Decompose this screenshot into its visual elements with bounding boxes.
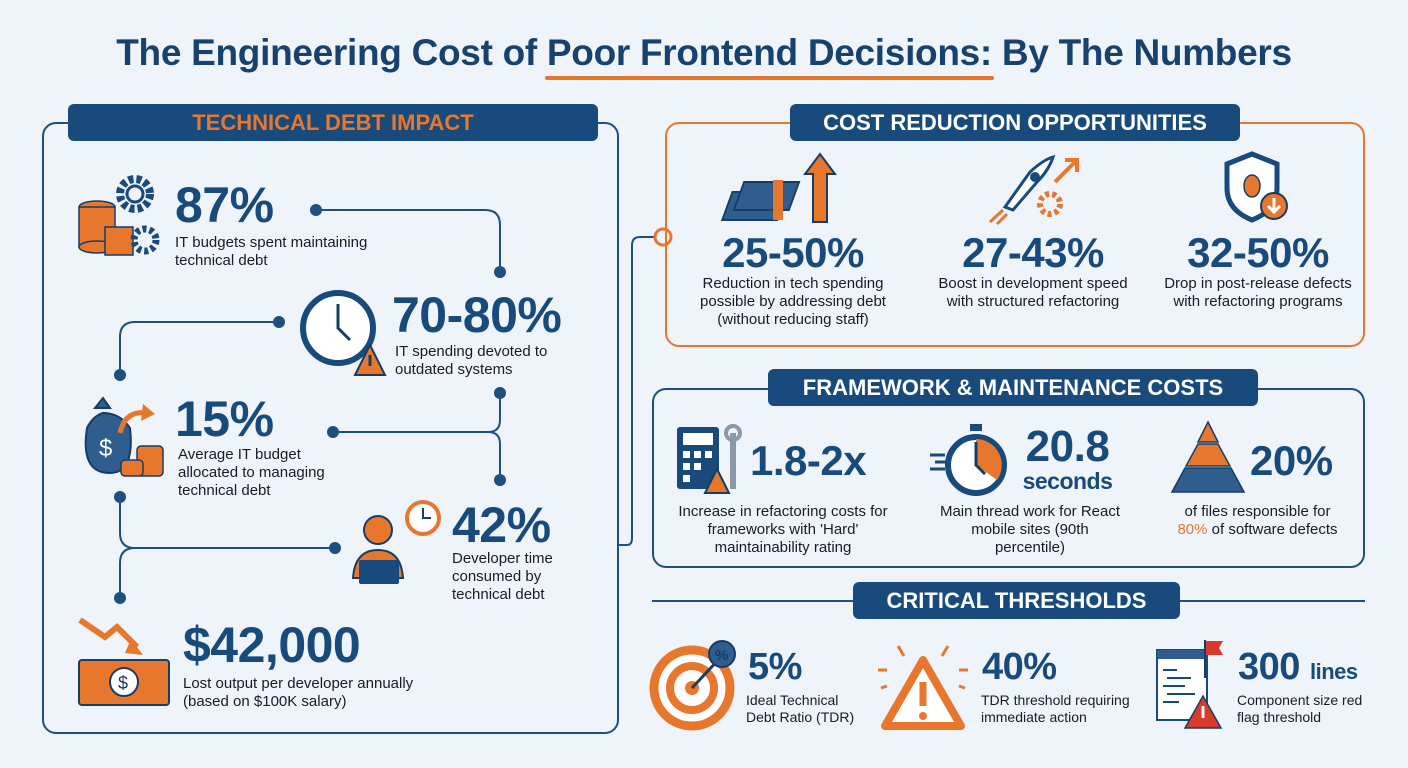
page-title: The Engineering Cost of Poor Frontend De… <box>0 32 1408 80</box>
stat-desc: Increase in refactoring costs for framew… <box>678 503 888 556</box>
stat-desc: Average IT budget allocated to managing … <box>178 446 325 499</box>
stat-desc: IT budgets spent maintaining technical d… <box>175 234 368 269</box>
stat-value: 25-50% <box>722 229 864 276</box>
stat-value: 15% <box>175 391 274 447</box>
stat-desc: TDR threshold requiring immediate action <box>981 692 1130 725</box>
svg-text:%: % <box>715 647 728 664</box>
code-file-flag-icon <box>1156 640 1223 729</box>
connector-dot <box>114 369 126 381</box>
gears-coins-icon <box>78 175 160 256</box>
target-percent-icon: % <box>649 640 736 731</box>
money-bag-icon: $ <box>84 396 164 477</box>
title-highlight: Poor Frontend Decisions: <box>544 32 995 80</box>
stat-value: 70-80% <box>392 287 562 343</box>
pyramid-icon <box>1170 420 1246 493</box>
stat-desc: Drop in post-release defects with refact… <box>1164 275 1352 310</box>
rocket-gear-icon <box>988 154 1079 226</box>
developer-clock-icon <box>351 500 441 584</box>
svg-text:$: $ <box>118 673 128 693</box>
stat-number: 300 <box>1238 646 1300 688</box>
stat-value: 5% <box>748 646 802 688</box>
connector-dot <box>494 266 506 278</box>
calculator-wrench-icon <box>677 424 742 494</box>
stat-value: 40% <box>982 646 1057 688</box>
stat-value: 87% <box>175 177 274 233</box>
thresholds-header: CRITICAL THRESHOLDS <box>853 582 1180 619</box>
desc-highlight: 80% <box>1177 521 1208 538</box>
stat-unit: seconds <box>1022 468 1113 494</box>
stat-value: 300 lines <box>1238 648 1358 686</box>
stat-value: 32-50% <box>1187 229 1329 276</box>
stat-desc: IT spending devoted to outdated systems <box>395 343 548 378</box>
stopwatch-icon <box>930 424 1007 496</box>
stat-value: 1.8-2x <box>750 437 867 484</box>
connector-dot <box>329 542 341 554</box>
connector-dot <box>310 204 322 216</box>
desc-text: of files responsible for <box>1184 503 1331 520</box>
connector-dot <box>494 474 506 486</box>
technical-debt-header: TECHNICAL DEBT IMPACT <box>68 104 598 141</box>
connector-dot <box>494 387 506 399</box>
connector-dot <box>327 426 339 438</box>
stat-desc: Main thread work for React mobile sites … <box>939 503 1121 556</box>
connector-dot-orange <box>653 227 673 247</box>
stat-value: 20.8 <box>1025 422 1110 471</box>
stat-value: 20% <box>1250 437 1333 484</box>
framework-header: FRAMEWORK & MAINTENANCE COSTS <box>768 369 1258 406</box>
falling-money-icon: $ <box>78 617 170 706</box>
warning-icon <box>878 645 968 730</box>
stat-desc: Developer time consumed by technical deb… <box>452 550 553 603</box>
stat-desc: of files responsible for 80% of software… <box>1160 503 1355 539</box>
connector-dot <box>114 491 126 503</box>
stat-desc: Component size red flag threshold <box>1237 692 1363 725</box>
cost-reduction-header: COST REDUCTION OPPORTUNITIES <box>790 104 1240 141</box>
stat-unit: lines <box>1309 659 1358 684</box>
shield-bug-icon <box>1224 151 1288 223</box>
desc-text: of software defects <box>1207 521 1338 538</box>
title-suffix: By The Numbers <box>991 32 1292 73</box>
stat-value: 42% <box>452 497 551 553</box>
connector-dot <box>273 316 285 328</box>
stat-desc: Lost output per developer annually (base… <box>183 675 414 710</box>
stat-value: $42,000 <box>183 617 361 673</box>
title-prefix: The Engineering Cost of <box>116 32 547 73</box>
clock-warning-icon <box>300 290 387 376</box>
stat-desc: Boost in development speed with structur… <box>938 275 1128 310</box>
stat-desc: Reduction in tech spending possible by a… <box>700 275 886 328</box>
cash-arrow-up-icon <box>720 152 837 223</box>
stat-desc: Ideal Technical Debt Ratio (TDR) <box>746 692 855 725</box>
stat-value: 27-43% <box>962 229 1104 276</box>
connector-dot <box>114 592 126 604</box>
svg-text:$: $ <box>99 435 112 462</box>
